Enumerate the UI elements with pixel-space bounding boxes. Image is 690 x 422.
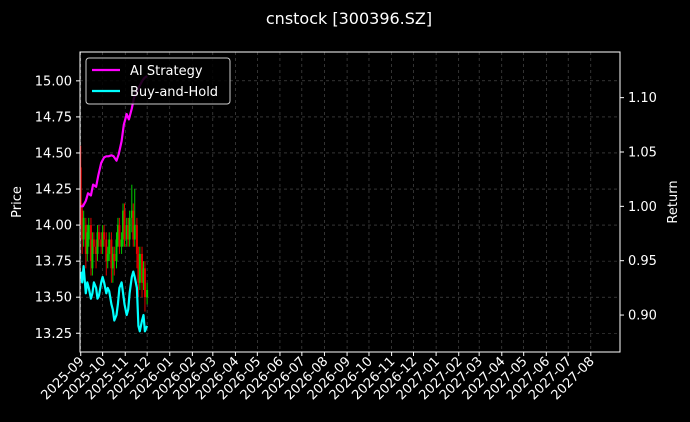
candle-body	[86, 232, 89, 254]
candle-body	[100, 239, 103, 247]
candle-body	[81, 210, 84, 240]
y-axis-left-label: Price	[10, 186, 25, 218]
candle-body	[125, 225, 128, 240]
candle-body	[95, 246, 98, 254]
y-left-tick-label: 15.00	[35, 74, 72, 89]
candle-body	[84, 225, 87, 254]
y-right-tick-label: 0.90	[628, 309, 657, 324]
candlesticks	[79, 145, 149, 312]
candle-body	[123, 210, 126, 240]
candle-body	[115, 239, 118, 262]
legend-box	[85, 57, 231, 105]
y-right-tick-label: 1.00	[628, 200, 657, 215]
candle-body	[103, 232, 106, 240]
y-left-tick-label: 14.50	[35, 146, 72, 161]
candle-body	[108, 239, 111, 254]
candle-body	[133, 225, 136, 240]
legend-label-ai-strategy: AI Strategy	[130, 64, 203, 79]
y-right-tick-label: 0.95	[628, 254, 657, 269]
chart-title: cnstock [300396.SZ]	[266, 9, 432, 28]
candle-body	[92, 239, 95, 247]
y-left-tick-label: 14.00	[35, 219, 72, 234]
y-left-tick-label: 13.25	[35, 327, 72, 342]
candle-body	[137, 253, 140, 283]
candle-body	[135, 225, 138, 254]
candle-body	[127, 225, 130, 240]
candle-body	[142, 268, 145, 283]
buy-and-hold-line	[79, 265, 149, 333]
candle-body	[111, 253, 114, 269]
candle-body	[87, 225, 90, 240]
candle-body	[132, 210, 135, 240]
candle-body	[120, 239, 123, 247]
candle-body	[118, 225, 121, 247]
candle-body	[96, 232, 99, 254]
candle-body	[110, 239, 113, 269]
y-axis-right-label: Return	[666, 180, 681, 223]
x-axis: 2025-092025-102025-112025-122026-012026-…	[39, 352, 598, 403]
y-left-tick-label: 13.75	[35, 255, 72, 270]
candle-body	[130, 210, 133, 218]
candle-body	[97, 232, 100, 240]
legend-label-buy-and-hold: Buy-and-Hold	[130, 85, 218, 100]
candle-body	[128, 217, 131, 240]
y-axis-left: 13.25 13.50 13.75 14.00 14.25 14.50 14.75 15.00	[35, 74, 80, 342]
candle-body	[105, 239, 108, 262]
candle-body	[116, 225, 119, 240]
candle-body	[106, 253, 109, 262]
candle-body	[143, 268, 146, 298]
y-right-tick-label: 1.10	[628, 91, 657, 106]
candle-body	[138, 253, 141, 283]
y-axis-right: 0.90 0.95 1.00 1.05 1.10	[620, 91, 657, 324]
candle-body	[141, 253, 144, 283]
candle-body	[91, 239, 94, 269]
candle-body	[82, 217, 85, 240]
candle-body	[79, 167, 82, 211]
legend: AI Strategy Buy-and-Hold	[85, 57, 231, 105]
candle-body	[122, 210, 125, 240]
plot-frame	[79, 51, 621, 353]
candle-body	[113, 253, 116, 262]
candle-body	[146, 289, 149, 298]
candle-body	[101, 232, 104, 247]
y-left-tick-label: 14.75	[35, 110, 72, 125]
y-right-tick-label: 1.05	[628, 146, 657, 161]
y-left-tick-label: 14.25	[35, 183, 72, 198]
candle-body	[89, 225, 92, 262]
y-left-tick-label: 13.50	[35, 291, 72, 306]
